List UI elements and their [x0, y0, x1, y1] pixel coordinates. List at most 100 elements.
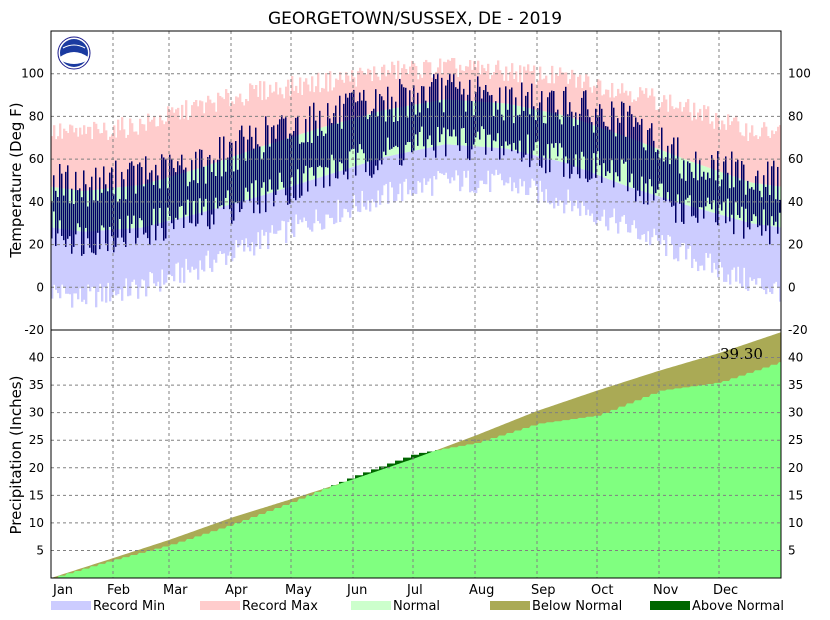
observed-bar	[357, 101, 359, 153]
record-max-bar	[651, 88, 654, 147]
record-max-bar	[679, 101, 682, 158]
record-max-bar	[543, 78, 546, 112]
observed-bar	[641, 118, 643, 177]
observed-bar	[727, 172, 729, 199]
record-max-bar	[527, 64, 530, 109]
month-label: Oct	[591, 583, 613, 598]
record-min-bar	[173, 219, 176, 282]
record-min-bar	[207, 210, 210, 251]
record-max-bar	[615, 96, 618, 134]
observed-bar	[359, 92, 361, 145]
observed-bar	[175, 172, 177, 218]
observed-bar	[657, 149, 659, 190]
record-max-bar	[769, 137, 772, 186]
record-min-bar	[537, 156, 540, 204]
record-max-bar	[163, 124, 166, 179]
record-max-bar	[481, 64, 484, 102]
observed-bar	[597, 115, 599, 152]
record-max-bar	[749, 132, 752, 183]
observed-bar	[415, 114, 417, 135]
record-min-bar	[499, 147, 502, 174]
record-max-bar	[693, 102, 696, 163]
record-max-bar	[341, 79, 344, 122]
record-min-bar	[215, 208, 218, 263]
observed-bar	[731, 151, 733, 215]
record-min-bar	[101, 230, 104, 302]
record-max-bar	[681, 111, 684, 159]
record-max-bar	[137, 134, 140, 186]
observed-bar	[117, 201, 119, 238]
record-min-bar	[621, 184, 624, 217]
record-min-bar	[641, 191, 644, 235]
observed-bar	[529, 114, 531, 168]
record-min-bar	[727, 216, 730, 275]
record-max-bar	[537, 80, 540, 111]
record-min-bar	[167, 220, 170, 275]
record-min-bar	[489, 147, 492, 193]
record-min-bar	[429, 147, 432, 179]
record-max-bar	[571, 69, 574, 118]
record-min-bar	[611, 180, 614, 218]
temp-tick-label-right: 40	[788, 195, 803, 209]
record-min-bar	[737, 219, 740, 267]
observed-bar	[381, 96, 383, 165]
record-min-bar	[581, 168, 584, 202]
record-min-bar	[531, 154, 534, 179]
record-max-bar	[729, 125, 732, 176]
observed-bar	[191, 160, 193, 224]
observed-bar	[653, 140, 655, 201]
observed-bar	[241, 125, 243, 210]
record-max-bar	[301, 94, 304, 134]
observed-bar	[317, 135, 319, 168]
observed-bar	[627, 111, 629, 192]
precip-tick-label-right: 15	[788, 488, 803, 502]
record-max-bar	[355, 86, 358, 118]
temp-tick-label-right: -20	[788, 323, 808, 337]
record-min-bar	[743, 221, 746, 268]
record-min-bar	[601, 176, 604, 217]
record-max-bar	[475, 67, 478, 102]
record-max-bar	[129, 118, 132, 187]
record-max-bar	[243, 105, 246, 153]
observed-bar	[515, 97, 517, 150]
record-max-bar	[267, 96, 270, 145]
observed-bar	[105, 184, 107, 244]
precip-tick-label-left: 40	[29, 351, 44, 365]
observed-bar	[767, 161, 769, 226]
observed-bar	[293, 130, 295, 199]
record-max-bar	[55, 139, 58, 188]
observed-bar	[679, 173, 681, 204]
observed-bar	[769, 194, 771, 245]
record-min-bar	[307, 180, 310, 228]
record-max-bar	[299, 77, 302, 135]
record-min-bar	[111, 229, 114, 297]
record-min-bar	[657, 196, 660, 241]
record-max-bar	[677, 108, 680, 157]
record-min-bar	[181, 217, 184, 268]
record-min-bar	[739, 220, 742, 284]
observed-bar	[57, 197, 59, 234]
observed-bar	[537, 108, 539, 142]
record-min-bar	[733, 218, 736, 268]
record-min-bar	[557, 160, 560, 206]
record-max-bar	[683, 107, 686, 159]
record-max-bar	[223, 99, 226, 160]
record-max-bar	[599, 80, 602, 128]
record-min-bar	[497, 147, 500, 175]
record-min-bar	[669, 199, 672, 237]
record-max-bar	[467, 66, 470, 101]
record-min-bar	[493, 147, 496, 176]
observed-bar	[445, 85, 447, 157]
record-max-bar	[667, 111, 670, 153]
temp-tick-label-right: 0	[788, 280, 796, 294]
month-label: Jan	[52, 583, 73, 598]
record-min-bar	[179, 217, 182, 283]
observed-bar	[299, 143, 301, 198]
observed-bar	[225, 171, 227, 198]
record-min-bar	[97, 230, 100, 292]
observed-bar	[411, 101, 413, 153]
record-min-bar	[765, 225, 768, 295]
observed-bar	[407, 117, 409, 143]
record-min-bar	[205, 211, 208, 256]
legend-label: Normal	[393, 599, 440, 614]
